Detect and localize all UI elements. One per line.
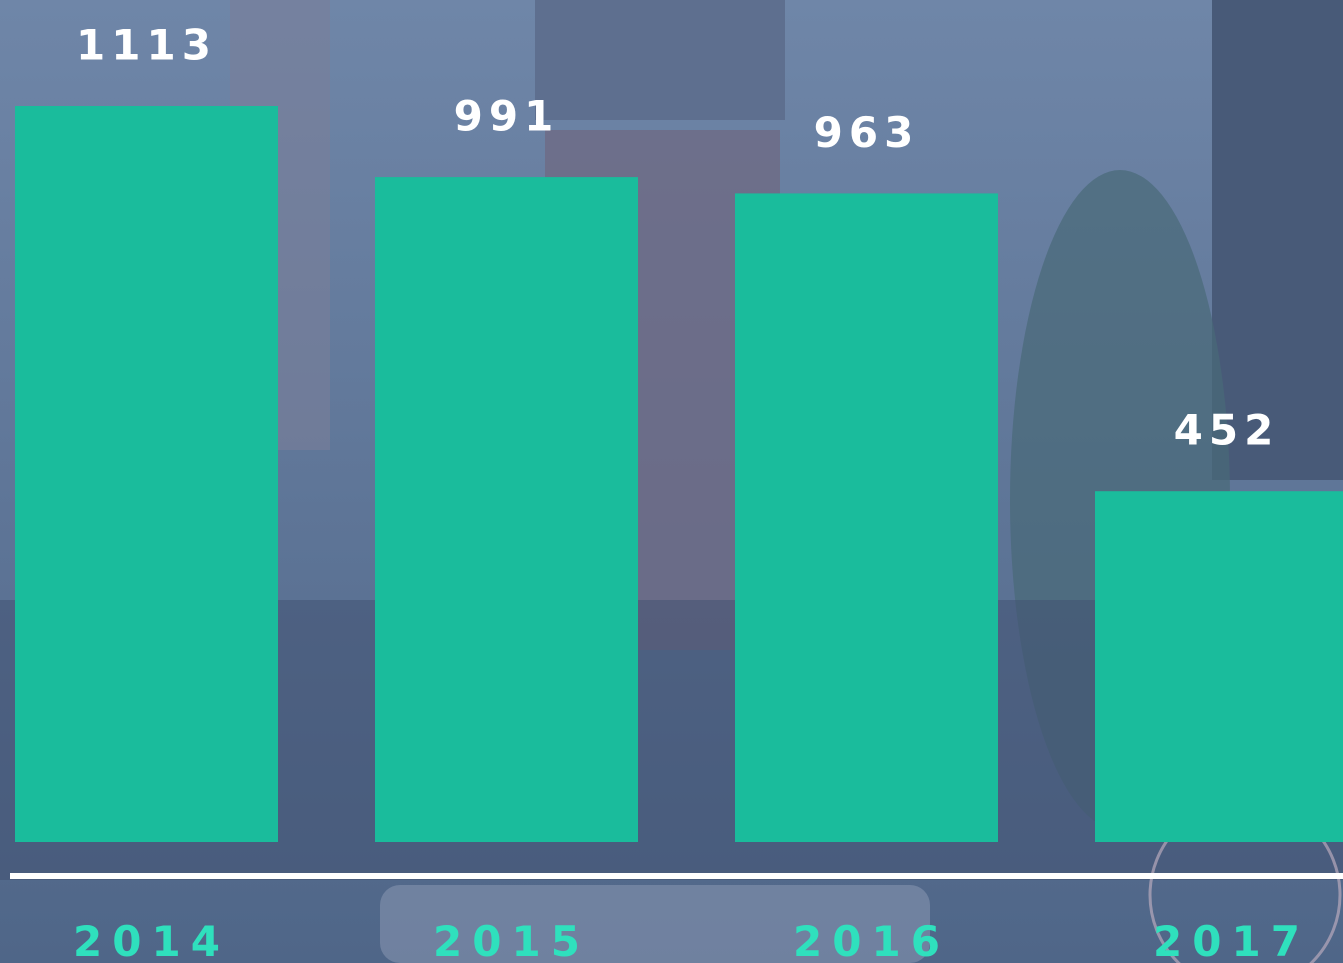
bar (15, 106, 278, 842)
bar (735, 193, 998, 842)
page: {"chart_data": {"type": "bar", "categori… (0, 0, 1343, 963)
bar (1095, 491, 1343, 842)
value-label: 991 (454, 92, 560, 141)
value-label: 452 (1174, 406, 1280, 455)
value-label: 963 (814, 108, 920, 157)
value-label: 1113 (76, 21, 217, 70)
x-tick-label: 2017 (1153, 917, 1310, 963)
x-tick-label: 2016 (793, 917, 950, 963)
x-tick-label: 2015 (433, 917, 590, 963)
bar (375, 177, 638, 842)
chart: 1113 2014 991 2015 963 2016 452 2017 (0, 0, 1343, 963)
x-tick-label: 2014 (73, 917, 230, 963)
